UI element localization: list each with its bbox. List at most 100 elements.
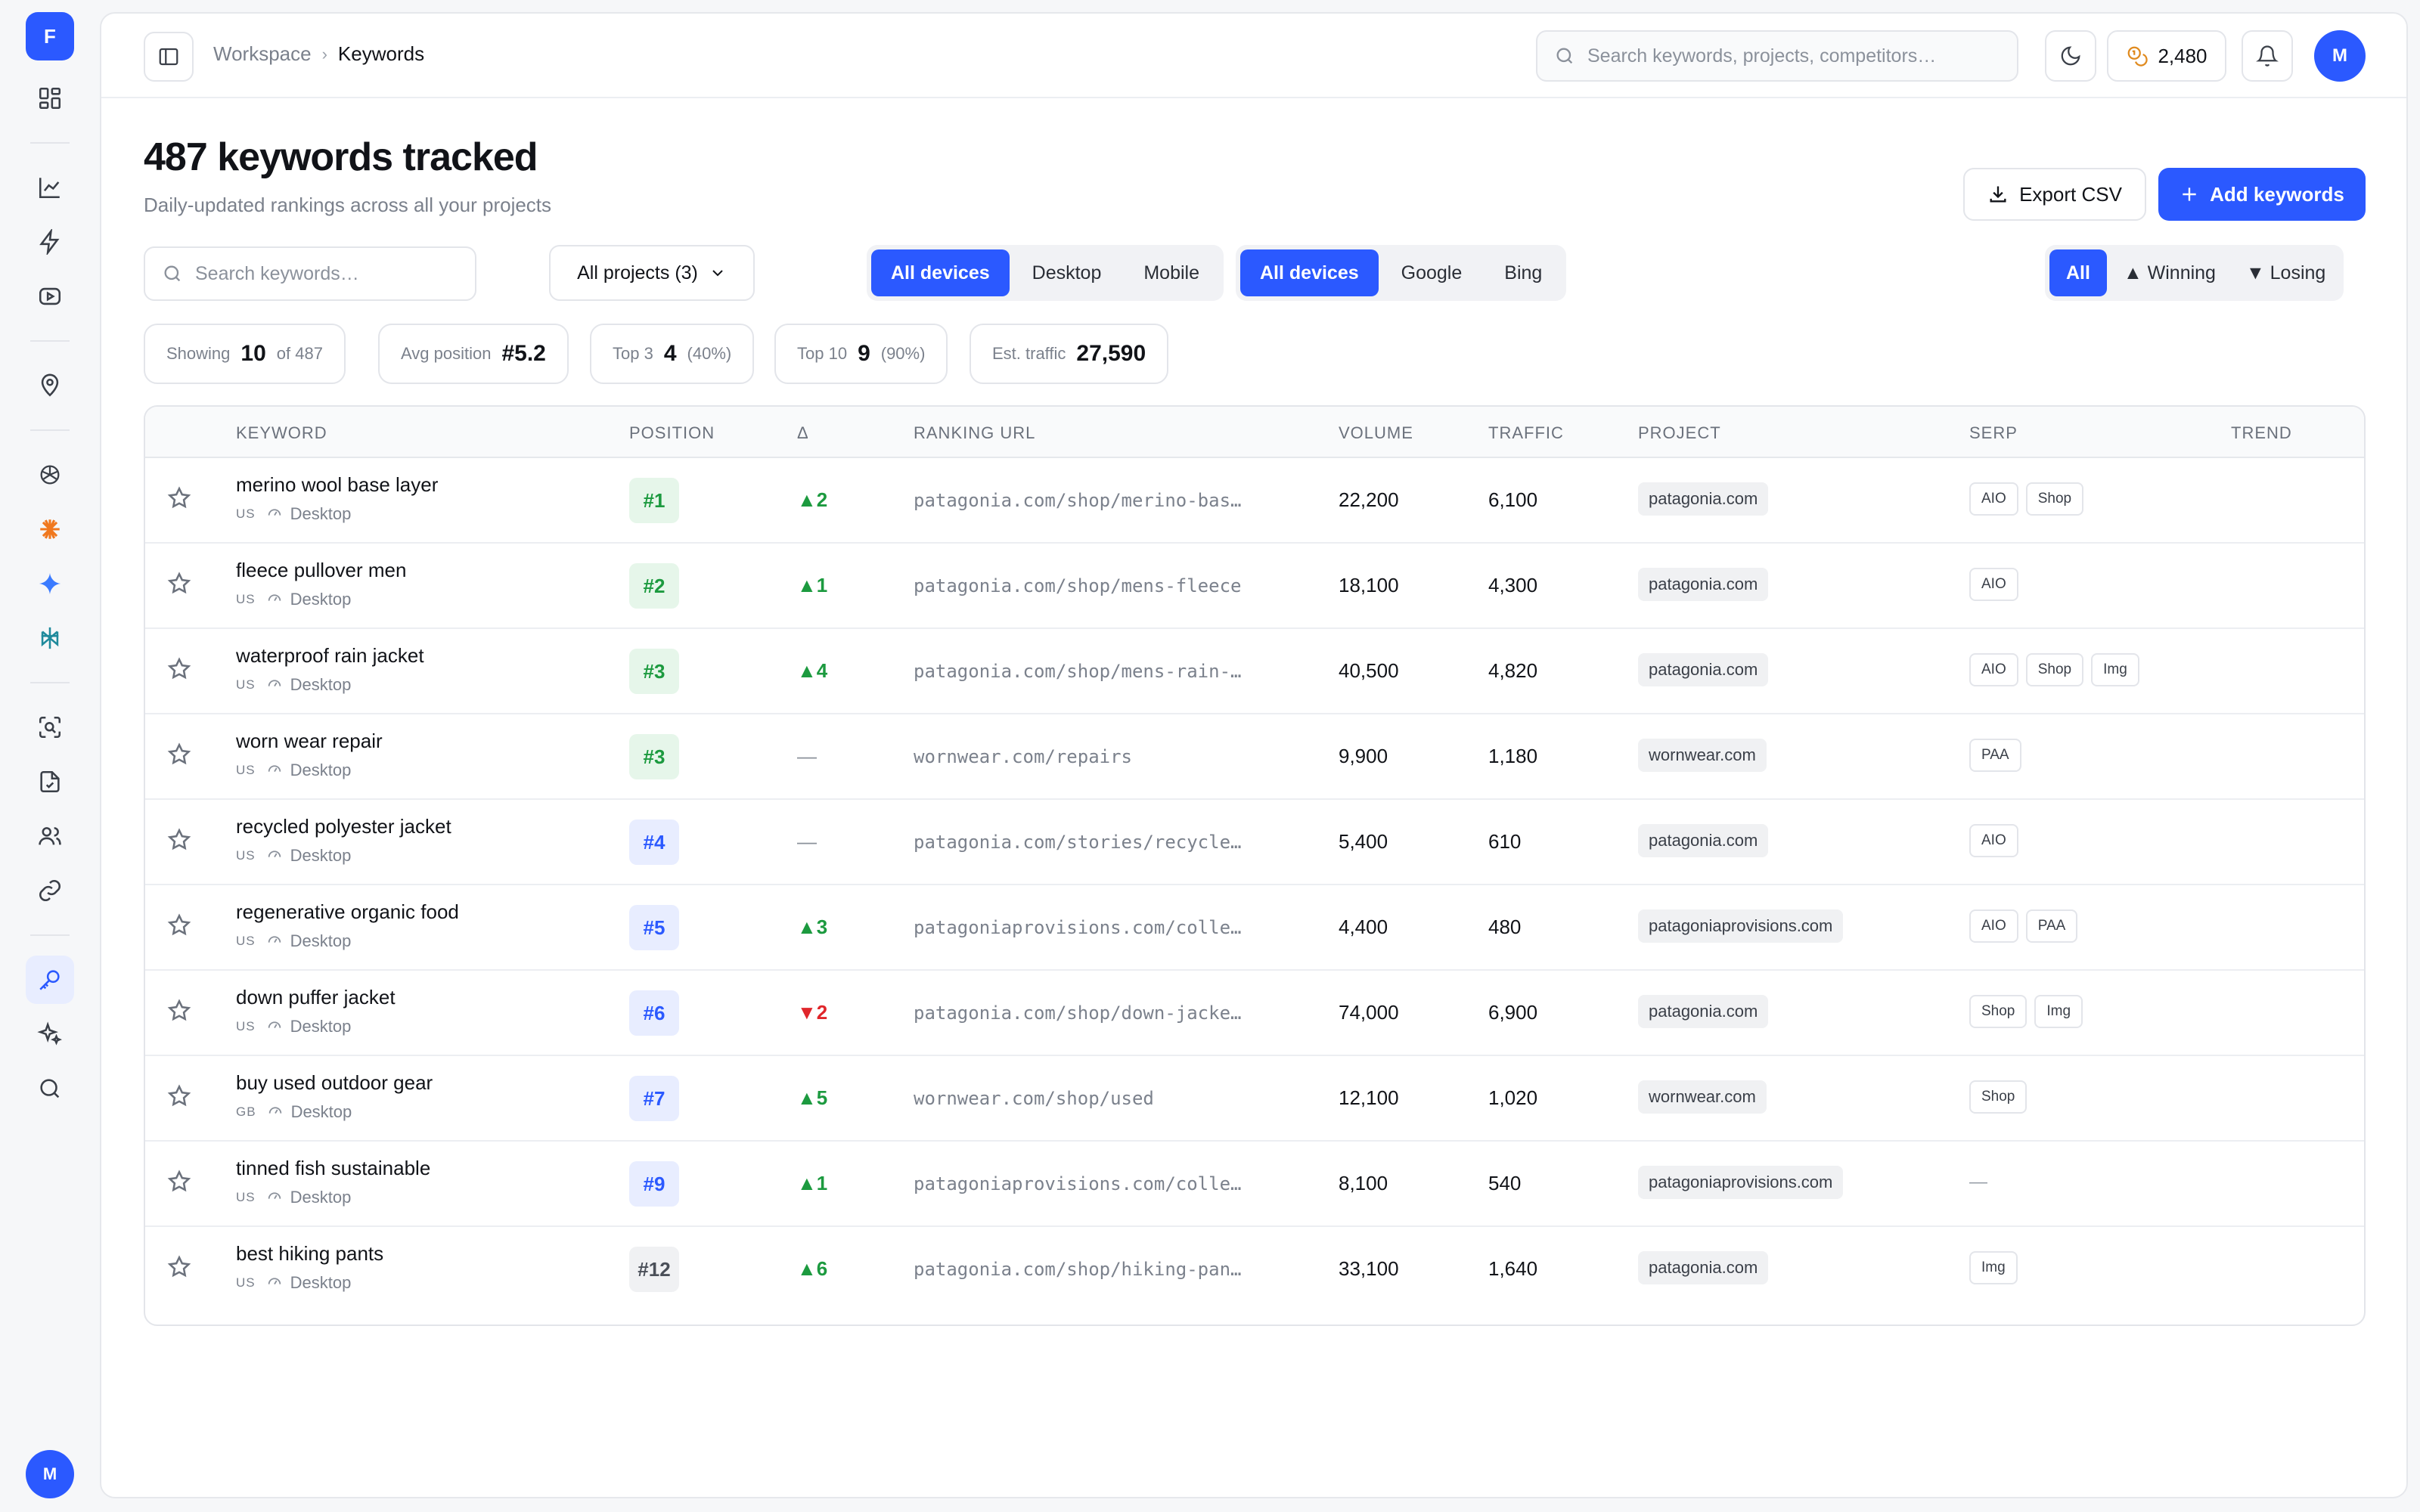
rail-gemini[interactable] [26, 559, 74, 608]
favorite-star-icon[interactable] [166, 998, 197, 1028]
ranking-url-link[interactable]: patagoniaprovisions.com/colle… [914, 1173, 1242, 1194]
project-badge[interactable]: patagonia.com [1638, 568, 1769, 601]
export-csv-button[interactable]: Export CSV [1963, 168, 2146, 221]
col-volume[interactable]: VOLUME [1339, 423, 1413, 442]
engine-all-tab[interactable]: All devices [1240, 249, 1379, 296]
device-desktop-tab[interactable]: Desktop [1032, 262, 1102, 284]
rail-perplexity[interactable] [26, 614, 74, 662]
keyword-text[interactable]: down puffer jacket [236, 986, 396, 1009]
user-avatar[interactable]: M [26, 1450, 74, 1498]
notifications-button[interactable] [2242, 30, 2293, 82]
project-badge[interactable]: patagonia.com [1638, 824, 1769, 857]
col-serp[interactable]: SERP [1969, 423, 2018, 442]
global-search-input[interactable]: Search keywords, projects, competitors… [1536, 30, 2018, 82]
project-badge[interactable]: patagonia.com [1638, 653, 1769, 686]
project-badge[interactable]: patagoniaprovisions.com [1638, 909, 1844, 943]
trend-losing-tab[interactable]: ▼ Losing [2245, 262, 2326, 284]
keyword-text[interactable]: worn wear repair [236, 730, 383, 752]
credits-button[interactable]: 2,480 [2107, 30, 2226, 82]
engine-google-tab[interactable]: Google [1401, 262, 1463, 284]
keyword-text[interactable]: recycled polyester jacket [236, 815, 451, 838]
rail-analytics[interactable] [26, 163, 74, 212]
col-trend[interactable]: TREND [2231, 423, 2292, 442]
favorite-star-icon[interactable] [166, 742, 197, 772]
favorite-star-icon[interactable] [166, 485, 197, 516]
project-badge[interactable]: patagoniaprovisions.com [1638, 1166, 1844, 1199]
trend-winning-tab[interactable]: ▲ Winning [2123, 262, 2216, 284]
project-badge[interactable]: wornwear.com [1638, 1080, 1767, 1114]
rail-scan[interactable] [26, 703, 74, 751]
ranking-url-link[interactable]: wornwear.com/shop/used [914, 1088, 1154, 1109]
device-mobile-tab[interactable]: Mobile [1143, 262, 1200, 284]
rail-local[interactable] [26, 361, 74, 410]
ranking-url-link[interactable]: patagonia.com/shop/merino-bas… [914, 490, 1242, 511]
table-row[interactable]: regenerative organic food US Desktop #5 ▲3 pa… [145, 885, 2364, 971]
ranking-url-link[interactable]: wornwear.com/repairs [914, 746, 1132, 767]
col-keyword[interactable]: KEYWORD [236, 423, 327, 442]
rail-pages[interactable] [26, 758, 74, 806]
device-all-tab[interactable]: All devices [871, 249, 1010, 296]
ranking-url-link[interactable]: patagonia.com/stories/recycle… [914, 832, 1242, 853]
gauge-icon [266, 1272, 283, 1294]
table-row[interactable]: down puffer jacket US Desktop #6 ▼2 patagonia… [145, 971, 2364, 1056]
ranking-url-link[interactable]: patagonia.com/shop/hiking-pan… [914, 1259, 1242, 1280]
rail-competitors[interactable] [26, 812, 74, 860]
keyword-text[interactable]: waterproof rain jacket [236, 644, 424, 667]
project-badge[interactable]: patagonia.com [1638, 482, 1769, 516]
table-row[interactable]: fleece pullover men US Desktop #2 ▲1 patagoni… [145, 544, 2364, 629]
sidebar-toggle-button[interactable] [144, 32, 194, 82]
add-keywords-button[interactable]: Add keywords [2158, 168, 2366, 221]
project-badge[interactable]: patagonia.com [1638, 1251, 1769, 1284]
table-row[interactable]: tinned fish sustainable US Desktop #9 ▲1 pata… [145, 1142, 2364, 1227]
keyword-text[interactable]: best hiking pants [236, 1242, 384, 1265]
ranking-url-link[interactable]: patagonia.com/shop/down-jacke… [914, 1002, 1242, 1024]
breadcrumb-workspace[interactable]: Workspace [213, 42, 312, 65]
table-row[interactable]: merino wool base layer US Desktop #1 ▲2 patag… [145, 458, 2364, 544]
favorite-star-icon[interactable] [166, 656, 197, 686]
col-delta[interactable]: Δ [797, 423, 809, 442]
rail-backlinks[interactable] [26, 866, 74, 915]
table-row[interactable]: waterproof rain jacket US Desktop #3 ▲4 patag… [145, 629, 2364, 714]
rail-dashboard[interactable] [26, 74, 74, 122]
keyword-text[interactable]: fleece pullover men [236, 559, 407, 581]
table-row[interactable]: worn wear repair US Desktop #3 — wornwear.com… [145, 714, 2364, 800]
app-logo[interactable]: F [26, 12, 74, 60]
ranking-url-link[interactable]: patagoniaprovisions.com/colle… [914, 917, 1242, 938]
col-project[interactable]: PROJECT [1638, 423, 1721, 442]
col-traffic[interactable]: TRAFFIC [1488, 423, 1564, 442]
table-row[interactable]: recycled polyester jacket US Desktop #4 — pat… [145, 800, 2364, 885]
keyword-text[interactable]: tinned fish sustainable [236, 1157, 431, 1179]
theme-toggle-button[interactable] [2045, 30, 2096, 82]
col-ranking-url[interactable]: RANKING URL [914, 423, 1036, 442]
trend-all-tab[interactable]: All [2049, 249, 2107, 296]
projects-dropdown[interactable]: All projects (3) [549, 245, 755, 301]
favorite-star-icon[interactable] [166, 571, 197, 601]
user-avatar[interactable]: M [2314, 30, 2366, 82]
rail-search[interactable] [26, 1064, 74, 1113]
keyword-text[interactable]: regenerative organic food [236, 900, 459, 923]
gauge-icon [266, 760, 283, 781]
rail-ai[interactable] [26, 1010, 74, 1058]
rail-claude[interactable] [26, 505, 74, 553]
favorite-star-icon[interactable] [166, 827, 197, 857]
ranking-url-link[interactable]: patagonia.com/shop/mens-fleece [914, 575, 1242, 596]
keyword-search-input[interactable]: Search keywords… [144, 246, 476, 301]
keyword-text[interactable]: buy used outdoor gear [236, 1071, 433, 1094]
project-badge[interactable]: wornwear.com [1638, 739, 1767, 772]
favorite-star-icon[interactable] [166, 1254, 197, 1284]
rail-chatgpt[interactable] [26, 451, 74, 499]
keyword-text[interactable]: merino wool base layer [236, 473, 439, 496]
rail-keywords[interactable] [26, 956, 74, 1004]
favorite-star-icon[interactable] [166, 1083, 197, 1114]
rail-video[interactable] [26, 272, 74, 321]
col-position[interactable]: POSITION [629, 423, 715, 442]
favorite-star-icon[interactable] [166, 1169, 197, 1199]
project-badge[interactable]: patagonia.com [1638, 995, 1769, 1028]
keyword-meta: GB Desktop [236, 1101, 352, 1123]
rail-automation[interactable] [26, 218, 74, 266]
favorite-star-icon[interactable] [166, 912, 197, 943]
table-row[interactable]: best hiking pants US Desktop #12 ▲6 patagonia… [145, 1227, 2364, 1312]
table-row[interactable]: buy used outdoor gear GB Desktop #7 ▲5 wornwe… [145, 1056, 2364, 1142]
ranking-url-link[interactable]: patagonia.com/shop/mens-rain-… [914, 661, 1242, 682]
engine-bing-tab[interactable]: Bing [1504, 262, 1543, 284]
